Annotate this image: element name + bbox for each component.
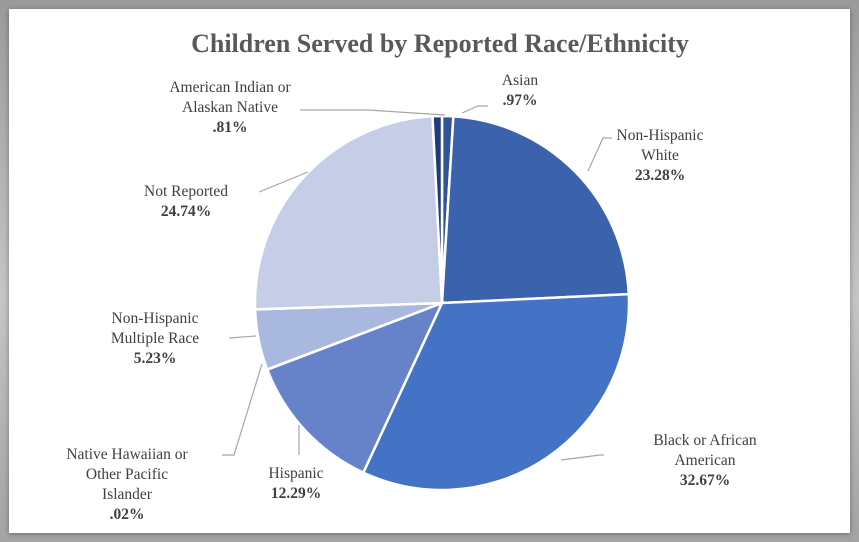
slice-labels: Asian .97% Non-Hispanic White 23.28% Black or… bbox=[66, 72, 757, 523]
leader-line-black bbox=[560, 454, 604, 461]
pie-slice-not-reported bbox=[253, 114, 444, 311]
slice-category-label: Not Reported bbox=[144, 183, 228, 200]
slice-value-label: .81% bbox=[213, 119, 248, 136]
slice-value-label: .97% bbox=[503, 92, 538, 109]
slice-label-hispanic: Hispanic 12.29% bbox=[268, 465, 323, 502]
slice-value-label: 23.28% bbox=[635, 167, 685, 184]
leader-line-asian bbox=[461, 105, 488, 114]
pie-slices bbox=[253, 114, 631, 492]
slice-category-label: Hispanic bbox=[268, 465, 323, 482]
slice-label-nhpi: Native Hawaiian or Other Pacific Islander.… bbox=[66, 446, 188, 523]
leader-lines bbox=[222, 105, 612, 461]
leader-line-not-reported bbox=[258, 171, 309, 193]
slice-label-white: Non-Hispanic White 23.28% bbox=[617, 127, 704, 184]
slice-category-label: Asian bbox=[502, 72, 538, 89]
slice-category-label: American Indian or bbox=[169, 79, 291, 96]
pie-slice-black bbox=[361, 292, 631, 492]
slice-category-label: American bbox=[674, 452, 735, 469]
slice-category-label: Multiple Race bbox=[111, 330, 199, 347]
slice-value-label: .02% bbox=[110, 506, 145, 523]
leader-line-white bbox=[587, 137, 612, 172]
slice-value-label: 5.23% bbox=[134, 350, 177, 367]
leader-line-multiple bbox=[228, 335, 257, 339]
slice-category-label: Islander bbox=[102, 486, 153, 503]
chart-title: Children Served by Reported Race/Ethnici… bbox=[191, 29, 689, 58]
slice-label-not-reported: Not Reported 24.74% bbox=[144, 183, 228, 220]
slice-label-aian: American Indian or Alaskan Native .81% bbox=[169, 79, 291, 136]
slice-value-label: 12.29% bbox=[271, 485, 321, 502]
slice-category-label: Non-Hispanic bbox=[112, 310, 199, 327]
slice-category-label: Alaskan Native bbox=[182, 99, 278, 116]
leader-line-nhpi bbox=[222, 363, 263, 456]
slice-value-label: 24.74% bbox=[161, 203, 211, 220]
slice-category-label: Native Hawaiian or bbox=[66, 446, 188, 463]
leader-line-aian bbox=[300, 109, 446, 116]
pie-slice-aian bbox=[431, 114, 444, 304]
slice-label-asian: Asian .97% bbox=[502, 72, 538, 109]
pie-slice-white bbox=[440, 115, 631, 305]
slice-label-black: Black or African American 32.67% bbox=[653, 432, 757, 489]
slice-label-multiple: Non-Hispanic Multiple Race 5.23% bbox=[111, 310, 199, 367]
slice-category-label: Black or African bbox=[653, 432, 757, 449]
slice-category-label: White bbox=[641, 147, 679, 164]
slice-category-label: Non-Hispanic bbox=[617, 127, 704, 144]
pie-slice-hispanic bbox=[265, 300, 445, 475]
slice-value-label: 32.67% bbox=[680, 472, 730, 489]
slice-category-label: Other Pacific bbox=[86, 466, 168, 483]
